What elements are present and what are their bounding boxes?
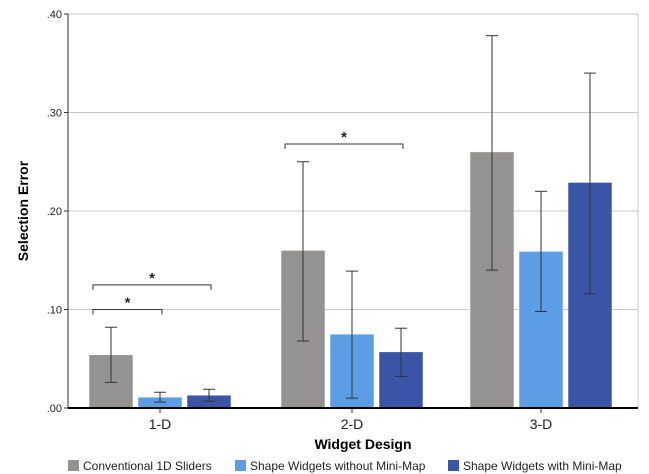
y-tick-label: .10 bbox=[47, 305, 62, 317]
legend-label: Shape Widgets with Mini-Map bbox=[463, 459, 622, 473]
error-bar bbox=[486, 35, 498, 271]
significance-bracket: * bbox=[92, 270, 212, 290]
x-tick-label: 1-D bbox=[149, 416, 172, 432]
axes-group: .00 .10 .20 .30 .40 1-D 2-D 3-D bbox=[47, 9, 638, 432]
legend-label: Shape Widgets without Mini-Map bbox=[250, 459, 426, 473]
error-bar bbox=[535, 190, 547, 312]
x-axis-title: Widget Design bbox=[314, 436, 411, 452]
y-tick-label: .20 bbox=[47, 206, 62, 218]
legend-label: Conventional 1D Sliders bbox=[83, 459, 212, 473]
significance-bracket: * bbox=[284, 129, 404, 150]
legend-item-2: Shape Widgets without Mini-Map bbox=[235, 459, 426, 473]
error-bar bbox=[297, 161, 309, 342]
x-tick-label: 3-D bbox=[530, 416, 553, 432]
significance-star: * bbox=[341, 129, 347, 146]
error-bar bbox=[105, 326, 117, 383]
significance-bracket: * bbox=[92, 295, 163, 315]
error-bar bbox=[584, 72, 596, 295]
y-tick-label: .30 bbox=[47, 108, 62, 120]
legend-swatch bbox=[448, 460, 459, 471]
bracket-line bbox=[92, 284, 212, 290]
error-bar bbox=[346, 270, 358, 399]
significance-annotations: * * * bbox=[92, 129, 404, 315]
significance-star: * bbox=[125, 295, 131, 312]
error-bar bbox=[154, 391, 166, 403]
error-bar bbox=[395, 327, 407, 377]
legend-item-3: Shape Widgets with Mini-Map bbox=[448, 459, 622, 473]
error-bar bbox=[203, 388, 215, 402]
y-axis-title: Selection Error bbox=[15, 160, 31, 261]
significance-star: * bbox=[149, 270, 155, 287]
x-tick-label: 2-D bbox=[341, 416, 364, 432]
y-tick-label: .00 bbox=[47, 403, 62, 415]
legend-swatch bbox=[68, 460, 79, 471]
legend: Conventional 1D Sliders Shape Widgets wit… bbox=[68, 459, 622, 473]
bracket-line bbox=[92, 309, 163, 315]
y-tick-label: .40 bbox=[47, 9, 62, 21]
bracket-line bbox=[284, 143, 404, 150]
legend-swatch bbox=[235, 460, 246, 471]
error-bars-group bbox=[105, 35, 596, 403]
legend-item-1: Conventional 1D Sliders bbox=[68, 459, 212, 473]
